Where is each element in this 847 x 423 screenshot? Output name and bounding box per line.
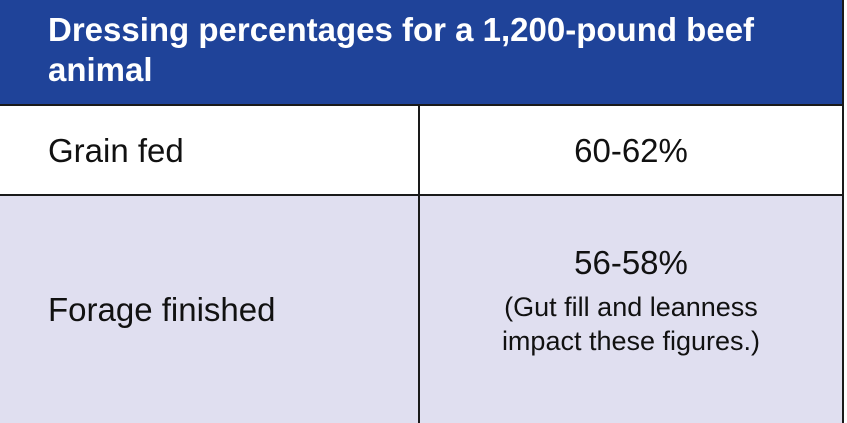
- row-note: (Gut fill and leanness impact these figu…: [501, 292, 761, 356]
- row-label: Grain fed: [48, 132, 184, 169]
- table-row: Grain fed 60-62%: [0, 104, 842, 196]
- row-value: 60-62%: [574, 132, 688, 169]
- column-divider: [418, 196, 420, 423]
- row-label: Forage finished: [48, 290, 276, 328]
- table-row: Forage finished 56-58% (Gut fill and lea…: [0, 194, 842, 423]
- row-value-cell: 60-62%: [420, 106, 842, 196]
- row-value-cell: 56-58% (Gut fill and leanness impact the…: [420, 196, 842, 423]
- table-title: Dressing percentages for a 1,200-pound b…: [0, 0, 842, 104]
- row-value: 56-58%: [574, 244, 688, 281]
- column-divider: [418, 106, 420, 196]
